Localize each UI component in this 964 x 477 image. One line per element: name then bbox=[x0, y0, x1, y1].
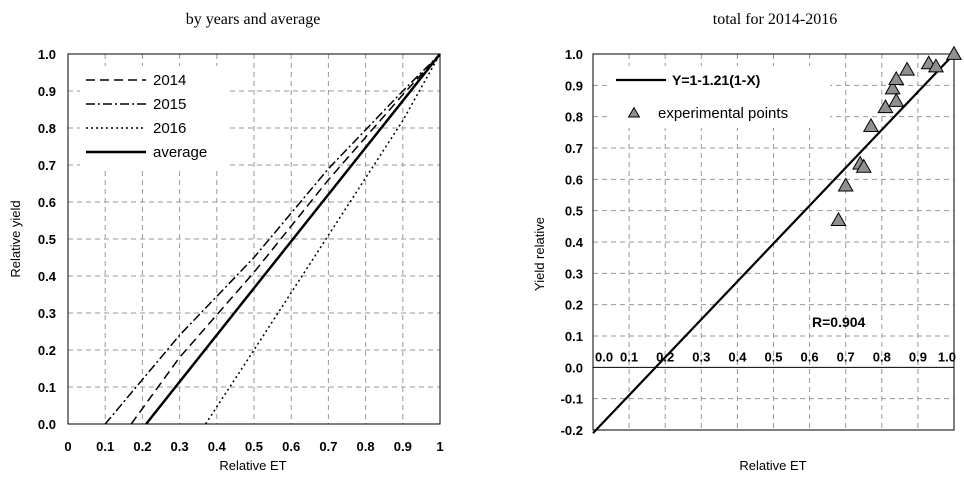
right-x-tick-labels: 0.00.10.20.30.40.50.60.70.80.91.0 bbox=[595, 349, 956, 364]
right-x-tick-label: 0.4 bbox=[728, 349, 747, 364]
left-x-tick-label: 0.7 bbox=[319, 439, 337, 454]
right-y-tick-label: 0.2 bbox=[565, 298, 583, 313]
right-fit-line bbox=[592, 53, 955, 434]
experimental-point-marker bbox=[945, 45, 963, 60]
left-x-tick-label: 0.6 bbox=[282, 439, 300, 454]
experimental-point-marker bbox=[888, 92, 905, 107]
right-fit-line-path bbox=[592, 53, 955, 434]
right-y-tick-label: 0.3 bbox=[565, 266, 583, 281]
right-x-tick-label: 0.9 bbox=[909, 349, 927, 364]
right-x-axis-label: Relative ET bbox=[739, 458, 806, 473]
left-x-tick-label: 0.1 bbox=[96, 439, 114, 454]
left-y-tick-label: 0.4 bbox=[38, 269, 57, 284]
left-y-tick-label: 0.6 bbox=[38, 195, 56, 210]
experimental-point-marker bbox=[899, 61, 916, 76]
left-series-line-average bbox=[145, 53, 441, 425]
right-y-tick-labels: -0.2 -0.1 0.0 0.1 0.2 0.3 0.4 0.5 0.6 0.7 0.8 0.9 1.… bbox=[561, 47, 584, 438]
right-y-tick-label: -0.1 bbox=[561, 392, 583, 407]
left-y-tick-label: 0.5 bbox=[38, 232, 56, 247]
right-legend-points-label: experimental points bbox=[658, 105, 788, 122]
left-x-tick-label: 0.3 bbox=[171, 439, 189, 454]
right-y-tick-label: 1.0 bbox=[565, 47, 583, 62]
left-y-tick-label: 0.7 bbox=[38, 158, 56, 173]
experimental-point-marker bbox=[855, 158, 872, 173]
left-plot-frame bbox=[67, 53, 441, 425]
left-x-axis-label: Relative ET bbox=[219, 458, 286, 473]
experimental-point-marker bbox=[884, 80, 901, 95]
right-x-tick-label: 0.6 bbox=[801, 349, 819, 364]
right-y-tick-label: 0.9 bbox=[565, 78, 583, 93]
left-y-tick-label: 0.2 bbox=[38, 343, 56, 358]
right-legend-fit-label: Y=1-1.21(1-X) bbox=[672, 72, 760, 88]
right-y-tick-label: -0.2 bbox=[561, 423, 583, 438]
left-legend: 2014 2015 2016 average bbox=[80, 66, 230, 170]
right-y-tick-label: 0.6 bbox=[565, 172, 583, 187]
left-y-tick-label: 1.0 bbox=[38, 47, 56, 62]
right-y-tick-label: 0.1 bbox=[565, 329, 583, 344]
left-y-tick-label: 0.0 bbox=[38, 417, 56, 432]
left-series-line-2014 bbox=[130, 53, 441, 425]
right-legend-background bbox=[608, 66, 830, 128]
left-chart: by years and average 0.00.10.20.30.40.50… bbox=[8, 11, 444, 473]
right-x-tick-label: 1.0 bbox=[938, 349, 956, 364]
experimental-point-marker bbox=[888, 70, 905, 85]
right-chart: total for 2014-2016 -0.2 -0.1 0.0 0.1 0.2 0.3… bbox=[532, 11, 963, 473]
left-legend-label: 2016 bbox=[153, 120, 186, 137]
left-x-tick-label: 0.4 bbox=[208, 439, 227, 454]
left-y-tick-label: 0.1 bbox=[38, 380, 56, 395]
left-x-tick-label: 0.9 bbox=[394, 439, 412, 454]
right-x-tick-label: 0.0 bbox=[595, 349, 613, 364]
right-plot-frame bbox=[592, 53, 955, 431]
right-experimental-points bbox=[830, 45, 963, 226]
left-series-line-2016 bbox=[204, 53, 441, 425]
right-x-tick-label: 0.3 bbox=[692, 349, 710, 364]
left-legend-label: 2015 bbox=[153, 96, 186, 113]
left-x-tick-label: 0.2 bbox=[133, 439, 151, 454]
right-chart-title: total for 2014-2016 bbox=[713, 11, 837, 28]
right-legend: Y=1-1.21(1-X) experimental points bbox=[608, 66, 830, 128]
left-y-tick-label: 0.3 bbox=[38, 306, 56, 321]
right-x-tick-label: 0.7 bbox=[837, 349, 855, 364]
left-x-tick-labels: 0 0.1 0.2 0.3 0.4 0.5 0.6 0.7 0.8 0.9 1 bbox=[64, 439, 443, 454]
right-y-tick-label: 0.7 bbox=[565, 141, 583, 156]
experimental-point-marker bbox=[927, 58, 945, 73]
right-x-tick-label: 0.5 bbox=[764, 349, 782, 364]
left-x-tick-label: 0.5 bbox=[245, 439, 263, 454]
right-x-tick-label: 0.8 bbox=[873, 349, 891, 364]
experimental-point-marker bbox=[837, 177, 854, 192]
left-x-tick-label: 0.8 bbox=[357, 439, 375, 454]
left-legend-label: 2014 bbox=[153, 72, 186, 89]
right-y-tick-label: 0.0 bbox=[565, 360, 583, 375]
left-chart-title: by years and average bbox=[186, 11, 321, 28]
left-x-tick-label: 1 bbox=[436, 439, 443, 454]
left-series-lines bbox=[104, 53, 441, 425]
left-legend-label: average bbox=[153, 144, 207, 161]
left-grid bbox=[68, 54, 440, 424]
left-y-tick-label: 0.9 bbox=[38, 84, 56, 99]
right-y-tick-label: 0.4 bbox=[565, 235, 584, 250]
right-x-tick-label: 0.1 bbox=[620, 349, 638, 364]
left-x-tick-label: 0 bbox=[64, 439, 71, 454]
right-legend-point-swatch bbox=[627, 106, 641, 118]
left-y-tick-labels: 0.0 0.1 0.2 0.3 0.4 0.5 0.6 0.7 0.8 0.9 1.0 bbox=[38, 47, 57, 432]
right-y-axis-label: Yield relative bbox=[532, 217, 547, 291]
right-y-tick-label: 0.5 bbox=[565, 204, 583, 219]
experimental-point-marker bbox=[830, 211, 847, 226]
left-series-line-2015 bbox=[104, 53, 441, 425]
left-y-tick-label: 0.8 bbox=[38, 121, 56, 136]
right-y-tick-label: 0.8 bbox=[565, 110, 583, 125]
left-y-axis-label: Relative yield bbox=[8, 200, 23, 277]
correlation-annotation: R=0.904 bbox=[812, 314, 866, 330]
experimental-point-marker bbox=[862, 117, 880, 132]
